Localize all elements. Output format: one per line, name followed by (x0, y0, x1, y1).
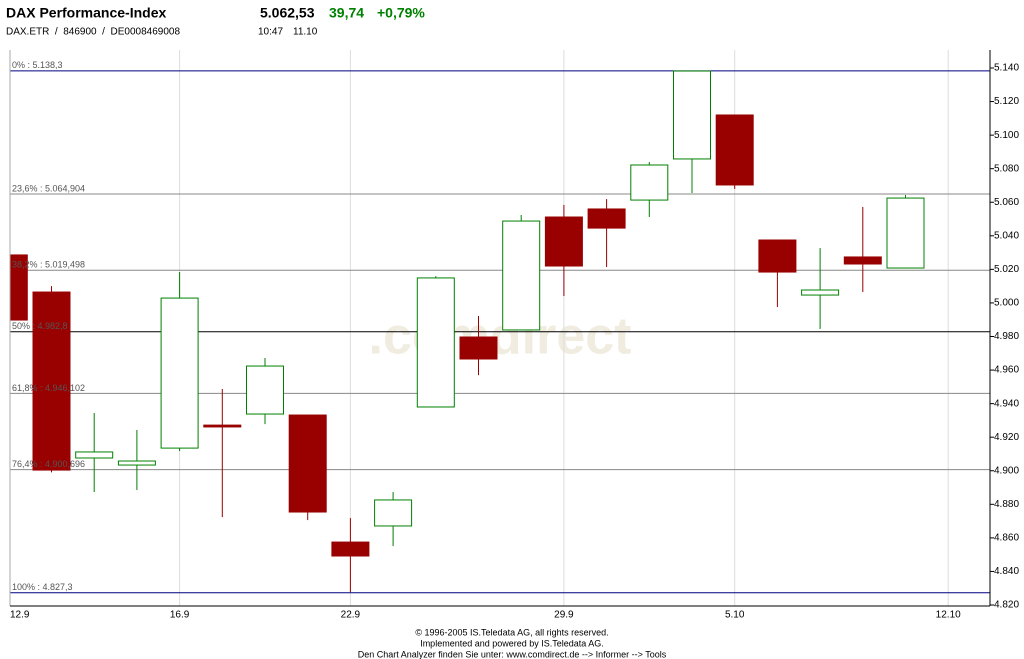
plot (10, 50, 990, 606)
y-tick-label: 5.120 (994, 96, 1019, 107)
footer-line: Implemented and powered by IS.Teledata A… (420, 638, 604, 648)
y-tick-label: 4.920 (994, 432, 1019, 443)
y-tick-label: 4.960 (994, 365, 1019, 376)
candle-body (75, 451, 114, 459)
candle-body (544, 216, 583, 267)
time: 10:47 (258, 27, 283, 38)
watermark: .comdirect (369, 308, 632, 366)
fib-label: 50% : 4.982,8 (12, 321, 68, 331)
candle-body (886, 197, 925, 269)
y-tick-label: 4.880 (994, 499, 1019, 510)
y-tick-label: 5.100 (994, 130, 1019, 141)
fib-label: 100% : 4.827,3 (12, 582, 73, 592)
candle-body (502, 220, 541, 331)
y-tick-label: 4.900 (994, 465, 1019, 476)
candle-body (288, 414, 327, 513)
candle-body (160, 297, 199, 449)
fib-label: 61,8% : 4.946,102 (12, 383, 85, 393)
y-tick-label: 4.860 (994, 533, 1019, 544)
y-tick-label: 5.020 (994, 264, 1019, 275)
x-tick-label: 12.9 (10, 610, 30, 621)
y-tick-label: 4.840 (994, 566, 1019, 577)
x-tick-label: 5.10 (725, 610, 745, 621)
footer-line: Den Chart Analyzer finden Sie unter: www… (358, 649, 667, 659)
y-tick-label: 4.820 (994, 600, 1019, 611)
footer-line: © 1996-2005 IS.Teledata AG, all rights r… (415, 627, 608, 637)
x-tick-label: 29.9 (554, 610, 574, 621)
y-tick-label: 4.940 (994, 398, 1019, 409)
y-tick-label: 5.060 (994, 197, 1019, 208)
x-tick-label: 16.9 (170, 610, 190, 621)
candle-body (843, 256, 882, 265)
candle-body (117, 460, 156, 466)
candle-body (459, 336, 498, 360)
candle-body (32, 291, 71, 471)
y-tick-label: 5.000 (994, 298, 1019, 309)
candle-body (331, 541, 370, 557)
fib-label: 23,6% : 5.064,904 (12, 183, 85, 193)
subtitle: DAX.ETR / 846900 / DE0008469008 (6, 27, 180, 38)
candle-body (246, 365, 284, 415)
date: 11.10 (293, 27, 318, 38)
last-price: 5.062,53 (260, 5, 315, 21)
fib-label: 76,4% : 4.900,696 (12, 459, 85, 469)
y-tick-label: 5.140 (994, 63, 1019, 74)
candle-body (758, 239, 797, 273)
candle-body (374, 499, 413, 527)
chart-title: DAX Performance-Index (6, 5, 166, 21)
y-tick-label: 4.980 (994, 331, 1019, 342)
candle-body (715, 114, 754, 186)
x-tick-label: 12.10 (936, 610, 961, 621)
candle-body (203, 424, 242, 428)
x-tick-label: 22.9 (341, 610, 361, 621)
fib-label: 38,2% : 5.019,498 (12, 260, 85, 270)
change-pct: +0,79% (377, 5, 425, 21)
candle-body (587, 208, 626, 229)
candle-body (630, 164, 669, 201)
y-tick-label: 5.040 (994, 230, 1019, 241)
change: 39,74 (329, 5, 364, 21)
candle-body (416, 277, 455, 408)
y-tick-label: 5.080 (994, 163, 1019, 174)
candle-body (673, 70, 711, 160)
candle-body (801, 289, 840, 296)
fib-label: 0% : 5.138,3 (12, 60, 63, 70)
candle-body (10, 254, 28, 321)
